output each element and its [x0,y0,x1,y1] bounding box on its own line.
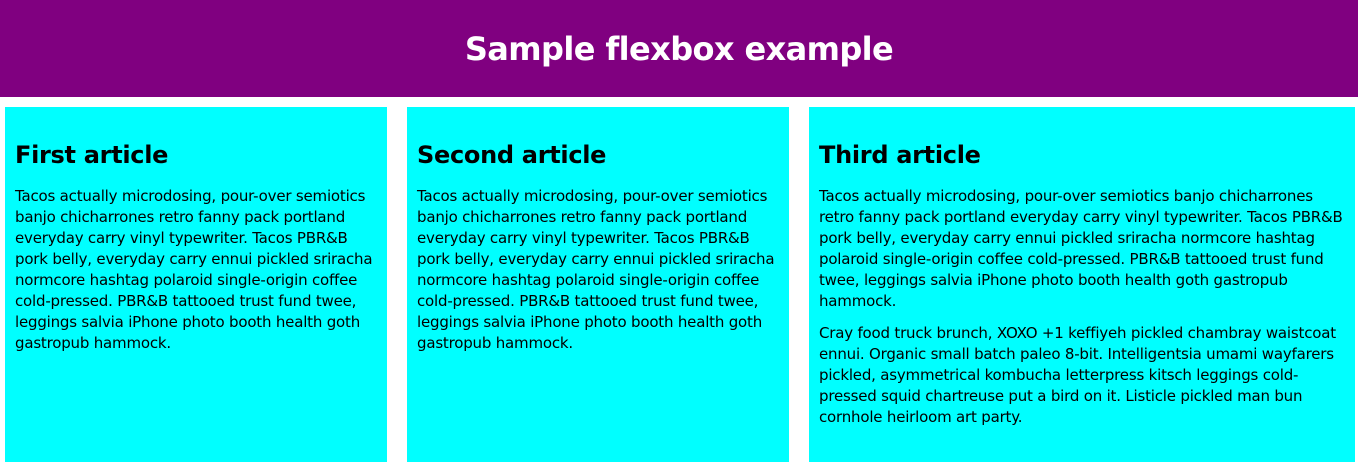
article-title: Second article [417,141,607,169]
article-first: First article Tacos actually microdosing… [5,107,387,462]
article-paragraph: Tacos actually microdosing, pour-over se… [819,186,1343,310]
article-second: Second article Tacos actually microdosin… [407,107,789,462]
article-title: Third article [819,141,981,169]
page-title: Sample flexbox example [464,29,894,68]
article-paragraph: Tacos actually microdosing, pour-over se… [15,186,373,352]
page-header: Sample flexbox example [0,0,1358,97]
article-third: Third article Tacos actually microdosing… [809,107,1355,462]
articles-container: First article Tacos actually microdosing… [0,97,1358,462]
article-paragraph: Cray food truck brunch, XOXO +1 keffiyeh… [819,323,1336,426]
article-title: First article [15,141,169,169]
article-paragraph: Tacos actually microdosing, pour-over se… [417,186,775,352]
